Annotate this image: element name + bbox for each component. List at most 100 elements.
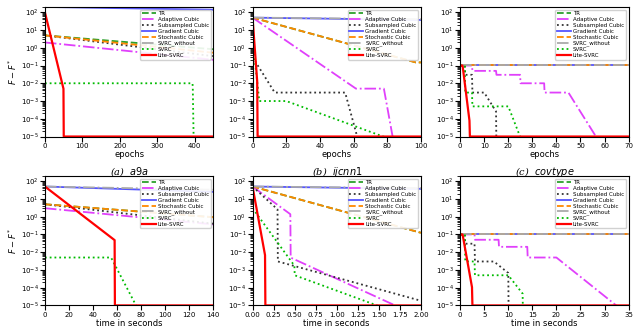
TR: [456, 232, 464, 236]
Line: TR: TR: [253, 18, 421, 62]
Adaptive Cubic: [209, 222, 217, 226]
SVRC_without: [523, 232, 531, 236]
Stochastic Cubic: [579, 63, 586, 67]
Subsampled Cubic: [456, 232, 464, 237]
Line: Adaptive Cubic: Adaptive Cubic: [45, 208, 213, 224]
Gradient Cubic: [355, 17, 362, 21]
Adaptive Cubic: [154, 217, 161, 221]
Line: Subsampled Cubic: Subsampled Cubic: [253, 57, 421, 154]
Adaptive Cubic: [413, 313, 420, 317]
SVRC_without: [477, 63, 484, 67]
Gradient Cubic: [578, 63, 586, 67]
TR: [209, 215, 217, 219]
SVRC: [117, 81, 125, 85]
Gradient Cubic: [329, 186, 337, 190]
Text: (c)  $covtype$: (c) $covtype$: [515, 165, 574, 179]
SVRC: [477, 273, 484, 277]
Stochastic Cubic: [140, 210, 148, 214]
Stochastic Cubic: [412, 60, 420, 64]
SVRC: [269, 99, 276, 103]
Stochastic Cubic: [269, 21, 276, 25]
Stochastic Cubic: [84, 206, 92, 210]
Gradient Cubic: [579, 232, 586, 236]
SVRC_without: [117, 3, 125, 7]
Line: TR: TR: [45, 204, 213, 217]
Adaptive Cubic: [579, 276, 586, 280]
SVRC: [190, 152, 198, 156]
Lite-SVRC: [330, 304, 338, 308]
X-axis label: epochs: epochs: [114, 150, 144, 159]
Subsampled Cubic: [84, 39, 92, 43]
SVRC: [41, 81, 49, 85]
Gradient Cubic: [477, 63, 484, 67]
SVRC_without: [349, 186, 356, 190]
Lite-SVRC: [168, 135, 176, 139]
Stochastic Cubic: [249, 185, 257, 189]
Line: Lite-SVRC: Lite-SVRC: [45, 187, 213, 306]
TR: [349, 212, 356, 216]
Gradient Cubic: [456, 63, 464, 67]
SVRC: [249, 37, 257, 41]
SVRC: [371, 132, 379, 136]
TR: [303, 31, 311, 35]
Gradient Cubic: [477, 232, 484, 236]
Adaptive Cubic: [371, 87, 379, 91]
Gradient Cubic: [563, 232, 570, 236]
Lite-SVRC: [456, 232, 464, 237]
Adaptive Cubic: [511, 73, 519, 77]
Legend: TR, Adaptive Cubic, Subsampled Cubic, Gradient Cubic, Stochastic Cubic, SVRC_wit: TR, Adaptive Cubic, Subsampled Cubic, Gr…: [140, 10, 211, 60]
Line: Stochastic Cubic: Stochastic Cubic: [45, 204, 213, 217]
SVRC: [316, 111, 323, 115]
TR: [269, 21, 276, 25]
Lite-SVRC: [625, 304, 632, 308]
TR: [168, 212, 175, 216]
Legend: TR, Adaptive Cubic, Subsampled Cubic, Gradient Cubic, Stochastic Cubic, SVRC_wit: TR, Adaptive Cubic, Subsampled Cubic, Gr…: [556, 179, 626, 228]
Y-axis label: $F - F^*$: $F - F^*$: [7, 227, 19, 254]
SVRC_without: [316, 16, 323, 20]
SVRC_without: [329, 185, 337, 189]
Line: SVRC: SVRC: [45, 258, 213, 323]
SVRC: [154, 321, 161, 325]
Line: Adaptive Cubic: Adaptive Cubic: [253, 187, 421, 317]
SVRC_without: [511, 63, 519, 67]
Gradient Cubic: [578, 232, 586, 236]
Line: SVRC: SVRC: [253, 39, 421, 150]
Adaptive Cubic: [154, 52, 161, 56]
Lite-SVRC: [118, 304, 125, 308]
Line: TR: TR: [45, 36, 213, 49]
Adaptive Cubic: [387, 302, 394, 306]
Subsampled Cubic: [168, 49, 175, 53]
Subsampled Cubic: [209, 222, 217, 226]
Lite-SVRC: [154, 304, 161, 308]
Stochastic Cubic: [511, 232, 519, 236]
Gradient Cubic: [269, 16, 276, 20]
SVRC: [168, 81, 175, 85]
Gradient Cubic: [71, 5, 79, 9]
Legend: TR, Adaptive Cubic, Subsampled Cubic, Gradient Cubic, Stochastic Cubic, SVRC_wit: TR, Adaptive Cubic, Subsampled Cubic, Gr…: [556, 10, 626, 60]
TR: [209, 47, 217, 51]
Line: Adaptive Cubic: Adaptive Cubic: [460, 66, 628, 154]
Lite-SVRC: [340, 304, 348, 308]
TR: [140, 42, 148, 46]
SVRC: [417, 148, 425, 152]
SVRC_without: [578, 63, 586, 67]
Y-axis label: $F - F^*$: $F - F^*$: [7, 59, 19, 85]
Text: (d)  $a9a$: (d) $a9a$: [109, 334, 149, 335]
TR: [316, 34, 323, 38]
Stochastic Cubic: [329, 206, 337, 210]
Line: Subsampled Cubic: Subsampled Cubic: [253, 187, 421, 301]
Subsampled Cubic: [417, 299, 425, 303]
Adaptive Cubic: [370, 87, 378, 91]
Adaptive Cubic: [329, 275, 337, 279]
Lite-SVRC: [141, 304, 148, 308]
Lite-SVRC: [563, 135, 570, 139]
Adaptive Cubic: [71, 44, 79, 48]
SVRC: [417, 320, 425, 324]
SVRC_without: [563, 232, 570, 236]
Gradient Cubic: [168, 189, 175, 193]
SVRC: [516, 152, 524, 156]
SVRC: [625, 321, 632, 325]
TR: [563, 232, 570, 236]
Stochastic Cubic: [355, 45, 362, 49]
Subsampled Cubic: [154, 47, 161, 51]
